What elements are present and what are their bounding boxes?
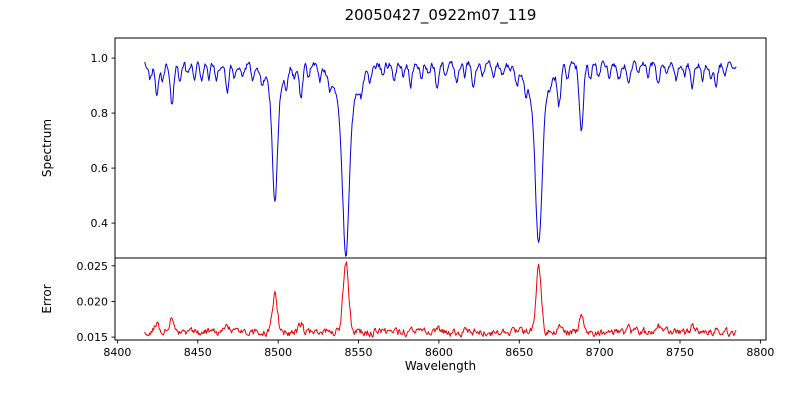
x-tick-label: 8400 (103, 346, 131, 359)
x-tick-label: 8700 (586, 346, 614, 359)
x-tick-label: 8550 (345, 346, 373, 359)
spectrum-y-tick-label: 0.6 (91, 162, 109, 175)
chart-title: 20050427_0922m07_119 (344, 6, 537, 24)
x-tick-label: 8650 (505, 346, 533, 359)
x-tick-label: 8600 (425, 346, 453, 359)
x-tick-label: 8450 (184, 346, 212, 359)
spectrum-panel-frame (114, 37, 767, 259)
error-panel-frame (114, 257, 767, 341)
error-series (144, 261, 737, 338)
error-y-tick-label: 0.020 (77, 296, 109, 309)
x-axis-label: Wavelength (404, 359, 477, 373)
error-y-tick-label: 0.025 (77, 260, 109, 273)
error-y-tick-label: 0.015 (77, 331, 109, 344)
spectrum-y-tick-label: 0.8 (91, 107, 109, 120)
spectrum-series (144, 60, 737, 257)
x-tick-label: 8750 (666, 346, 694, 359)
spectrum-y-tick-label: 1.0 (91, 52, 109, 65)
spectrum-y-tick-label: 0.4 (91, 217, 109, 230)
x-tick-label: 8800 (746, 346, 774, 359)
x-tick-label: 8500 (264, 346, 292, 359)
